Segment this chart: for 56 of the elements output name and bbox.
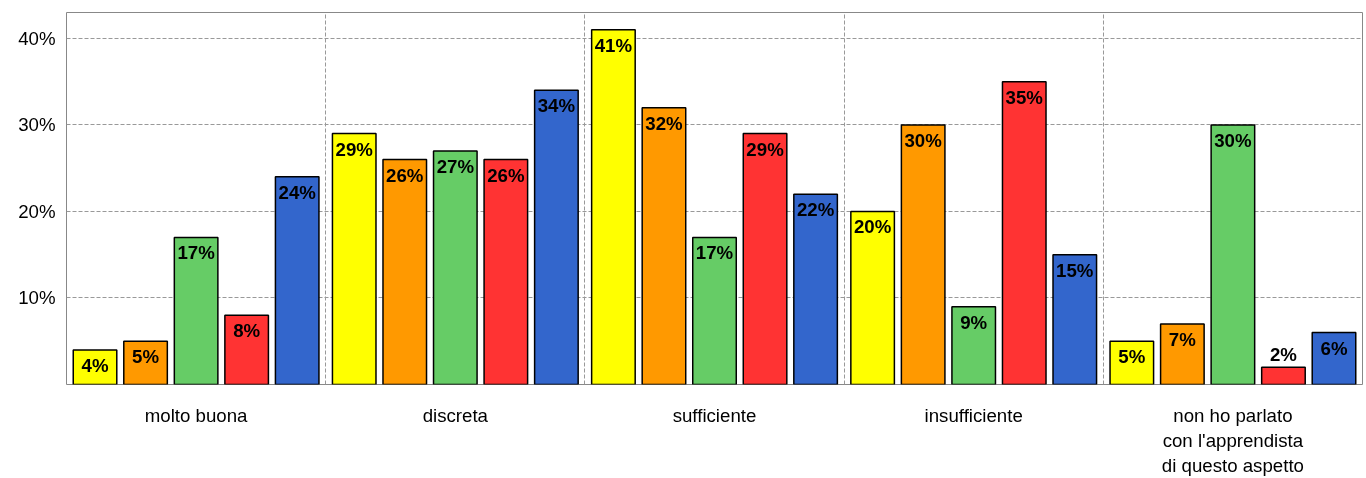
bar [173,236,219,385]
data-label: 29% [746,138,785,160]
data-label: 41% [594,34,633,56]
bar [590,29,636,385]
bar [1001,80,1047,385]
bar [1210,124,1256,385]
data-label: 20% [853,216,892,238]
data-label: 5% [132,346,160,368]
data-label: 24% [278,181,317,203]
bar [483,158,529,385]
data-label: 34% [537,95,576,117]
bar [793,193,839,385]
data-label: 22% [796,199,835,221]
data-label: 35% [1005,86,1044,108]
x-tick-label: non ho parlato con l'apprendista di questo aspetto [1161,404,1304,476]
data-label: 5% [1118,346,1146,368]
y-tick-label: 10% [18,287,56,309]
y-tick-label: 20% [18,200,56,222]
x-tick-label: discreta [422,404,489,426]
bar [382,158,428,385]
bar [274,176,320,385]
data-label: 4% [81,354,109,376]
bar [331,132,377,385]
data-label: 8% [233,320,261,342]
data-label: 2% [1269,344,1298,366]
y-tick-label: 30% [18,114,56,136]
bar [850,210,896,385]
data-label: 32% [645,112,684,134]
data-label: 6% [1320,337,1348,359]
bar [641,106,687,385]
bar [432,150,478,385]
bar [533,89,579,385]
bar [742,132,788,385]
x-tick-label: sufficiente [672,404,757,426]
data-label: 30% [904,129,943,151]
bar [1260,366,1306,385]
data-label: 7% [1168,328,1197,350]
x-tick-label: molto buona [144,404,249,426]
data-label: 9% [960,311,988,333]
data-label: 15% [1056,259,1094,281]
y-tick-label: 40% [18,27,56,49]
bar [1159,323,1205,385]
bar [224,314,270,385]
x-tick-label: insufficiente [924,404,1023,426]
data-label: 17% [695,242,734,264]
bar [1052,253,1098,385]
data-label: 26% [487,164,525,186]
data-label: 27% [436,155,475,177]
data-label: 30% [1214,129,1252,151]
data-label: 29% [335,138,374,160]
data-label: 17% [177,242,216,264]
data-label: 26% [386,164,424,186]
bar [900,124,946,385]
bar [691,236,738,385]
bar [951,305,997,385]
bar [1311,331,1357,385]
